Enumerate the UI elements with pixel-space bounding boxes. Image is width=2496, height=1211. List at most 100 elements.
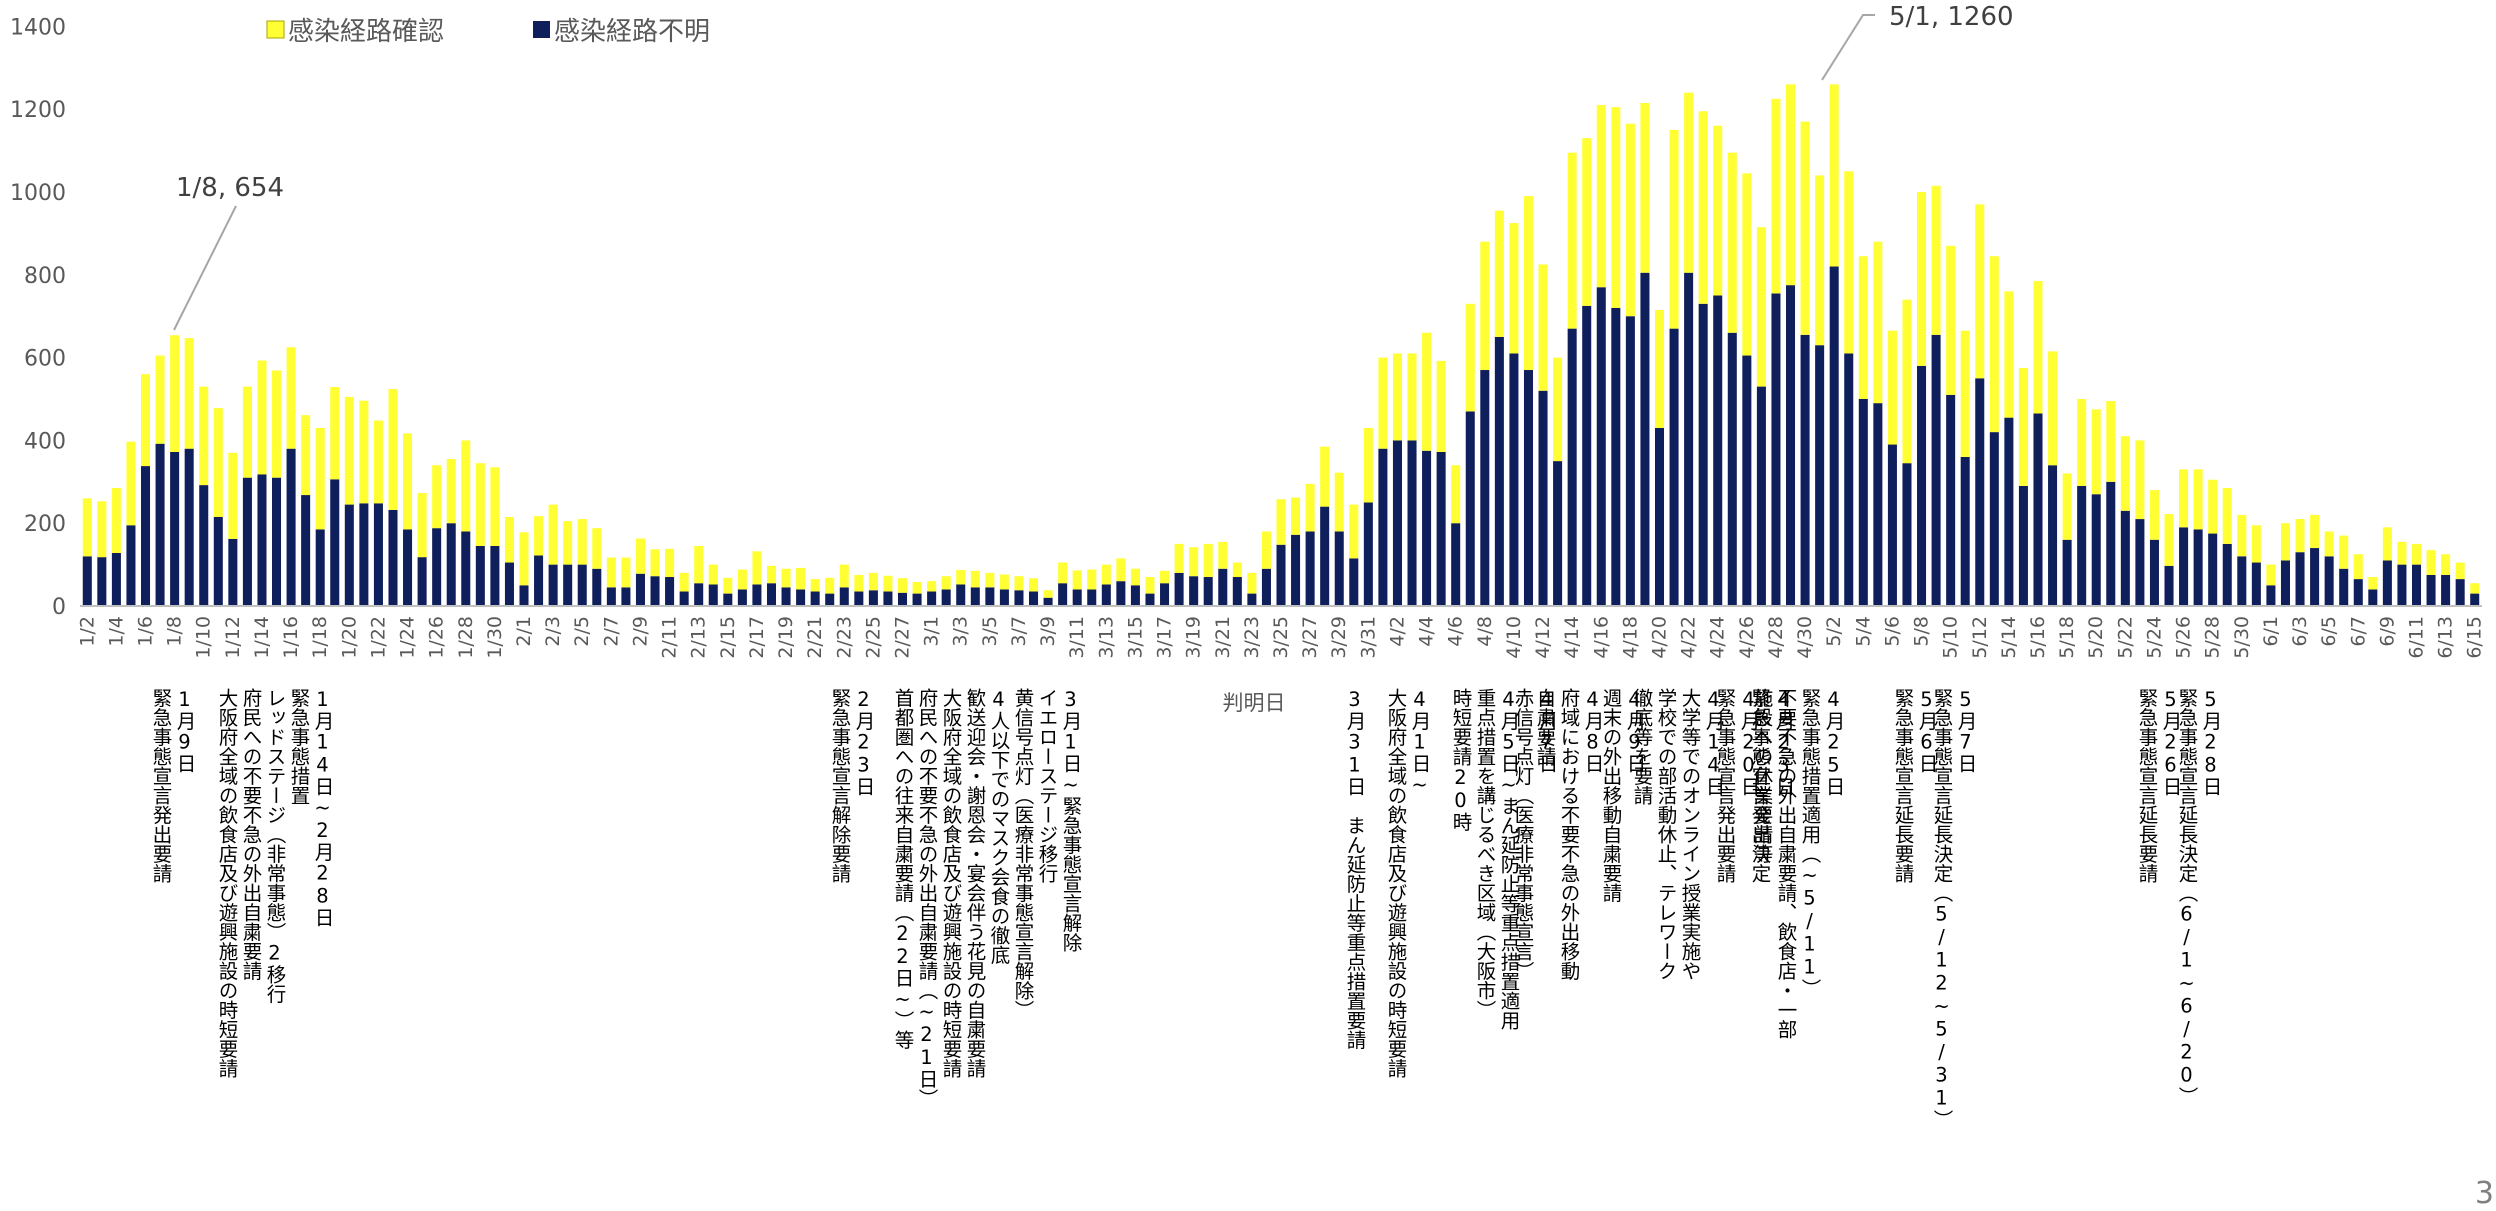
x-tick-label: 2/15 bbox=[717, 616, 739, 659]
x-tick-label: 6/3 bbox=[2289, 616, 2311, 647]
bar-unknown bbox=[1465, 411, 1475, 606]
bar-confirmed bbox=[941, 576, 951, 590]
bar-confirmed bbox=[1713, 125, 1723, 296]
bar-confirmed bbox=[2179, 469, 2189, 528]
bar-confirmed bbox=[2368, 577, 2378, 590]
bar-unknown bbox=[1334, 531, 1344, 606]
bar-unknown bbox=[548, 564, 558, 606]
bar-confirmed bbox=[330, 386, 340, 480]
bar-unknown bbox=[2266, 585, 2276, 606]
bar-confirmed bbox=[854, 574, 864, 592]
x-tick-label: 2/19 bbox=[775, 616, 797, 659]
bar-confirmed bbox=[825, 577, 835, 594]
bar-unknown bbox=[1946, 394, 1956, 606]
bar-confirmed bbox=[1538, 264, 1548, 391]
bar-unknown bbox=[1844, 353, 1854, 606]
bar-unknown bbox=[1043, 597, 1053, 606]
bar-unknown bbox=[1582, 305, 1592, 606]
bar-confirmed bbox=[2455, 562, 2465, 580]
bar-unknown bbox=[403, 529, 413, 606]
bar-unknown bbox=[708, 584, 718, 606]
bar-confirmed bbox=[1363, 427, 1373, 503]
x-tick-label: 1/6 bbox=[135, 616, 157, 647]
bar-confirmed bbox=[2208, 479, 2218, 534]
bar-confirmed bbox=[1684, 92, 1694, 273]
bar-confirmed bbox=[1378, 357, 1388, 449]
bar-unknown bbox=[417, 557, 427, 606]
bar-unknown bbox=[97, 557, 107, 606]
bar-confirmed bbox=[1596, 105, 1606, 288]
bar-unknown bbox=[1174, 572, 1184, 606]
bar-unknown bbox=[941, 589, 951, 606]
bar-unknown bbox=[2033, 413, 2043, 606]
x-tick-label: 4/30 bbox=[1794, 616, 1816, 659]
bar-confirmed bbox=[1698, 111, 1708, 304]
bar-confirmed bbox=[1451, 465, 1461, 524]
x-tick-label: 4/6 bbox=[1445, 616, 1467, 647]
bar-confirmed bbox=[1276, 499, 1286, 545]
bar-unknown bbox=[111, 553, 121, 606]
x-tick-label: 4/26 bbox=[1736, 616, 1758, 659]
bar-confirmed bbox=[1101, 564, 1111, 585]
x-tick-label: 1/22 bbox=[367, 616, 389, 659]
bar-confirmed bbox=[1989, 256, 1999, 433]
bar-confirmed bbox=[2149, 490, 2159, 540]
y-tick-label: 0 bbox=[52, 595, 66, 620]
x-tick-label: 1/8 bbox=[164, 616, 186, 647]
x-tick-label: 3/23 bbox=[1241, 616, 1263, 659]
bar-confirmed bbox=[359, 400, 369, 504]
bar-confirmed bbox=[2222, 488, 2232, 544]
x-tick-label: 4/22 bbox=[1678, 616, 1700, 659]
bar-unknown bbox=[1014, 590, 1024, 606]
bar-confirmed bbox=[1160, 570, 1170, 584]
event-annotation: 1月9日 緊急事態宣言発出要請 bbox=[149, 688, 196, 883]
x-tick-label: 3/17 bbox=[1154, 616, 1176, 659]
bar-confirmed bbox=[2441, 554, 2451, 575]
bar-unknown bbox=[592, 568, 602, 606]
bar-confirmed bbox=[2062, 473, 2072, 540]
bar-confirmed bbox=[446, 459, 456, 524]
x-tick-label: 3/31 bbox=[1357, 616, 1379, 659]
x-tick-label: 6/9 bbox=[2376, 616, 2398, 647]
bar-confirmed bbox=[97, 501, 107, 558]
bar-confirmed bbox=[2353, 554, 2363, 580]
bar-confirmed bbox=[548, 504, 558, 565]
bar-confirmed bbox=[563, 521, 573, 565]
x-tick-label: 3/9 bbox=[1037, 616, 1059, 647]
x-tick-label: 2/5 bbox=[571, 616, 593, 647]
bar-unknown bbox=[228, 538, 238, 606]
bar-unknown bbox=[897, 592, 908, 606]
bar-confirmed bbox=[242, 386, 252, 478]
bar-unknown bbox=[810, 591, 820, 606]
x-tick-label: 5/10 bbox=[1940, 616, 1962, 659]
bar-confirmed bbox=[796, 567, 806, 590]
bar-confirmed bbox=[737, 569, 747, 590]
legend-label-confirmed: 感染経路確認 bbox=[288, 17, 444, 47]
x-tick-label: 1/30 bbox=[484, 616, 506, 659]
bar-confirmed bbox=[1116, 558, 1126, 582]
bar-unknown bbox=[1363, 502, 1373, 606]
bar-unknown bbox=[927, 591, 937, 606]
bar-confirmed bbox=[839, 564, 849, 588]
bar-confirmed bbox=[388, 389, 398, 510]
bar-unknown bbox=[854, 591, 864, 606]
x-tick-label: 1/16 bbox=[280, 616, 302, 659]
bar-unknown bbox=[1509, 353, 1519, 606]
x-tick-label: 3/7 bbox=[1008, 616, 1030, 647]
bar-confirmed bbox=[1917, 192, 1927, 366]
bar-confirmed bbox=[315, 427, 325, 530]
bar-unknown bbox=[2164, 565, 2174, 606]
bar-unknown bbox=[1975, 378, 1985, 606]
bar-confirmed bbox=[2004, 291, 2014, 418]
x-tick-label: 2/1 bbox=[513, 616, 535, 647]
bar-confirmed bbox=[111, 488, 121, 554]
x-tick-label: 5/14 bbox=[1998, 616, 2020, 659]
bar-unknown bbox=[1218, 568, 1228, 606]
bar-unknown bbox=[1451, 523, 1461, 606]
bar-confirmed bbox=[1771, 98, 1781, 294]
bar-unknown bbox=[970, 587, 980, 606]
callout-leader-line bbox=[173, 205, 237, 331]
bar-confirmed bbox=[1975, 204, 1985, 379]
bar-unknown bbox=[1261, 568, 1271, 606]
event-annotation: 1月14日~2月28日 緊急事態措置 レッドステージ（非常事態）2移行 府民への… bbox=[215, 688, 334, 1078]
